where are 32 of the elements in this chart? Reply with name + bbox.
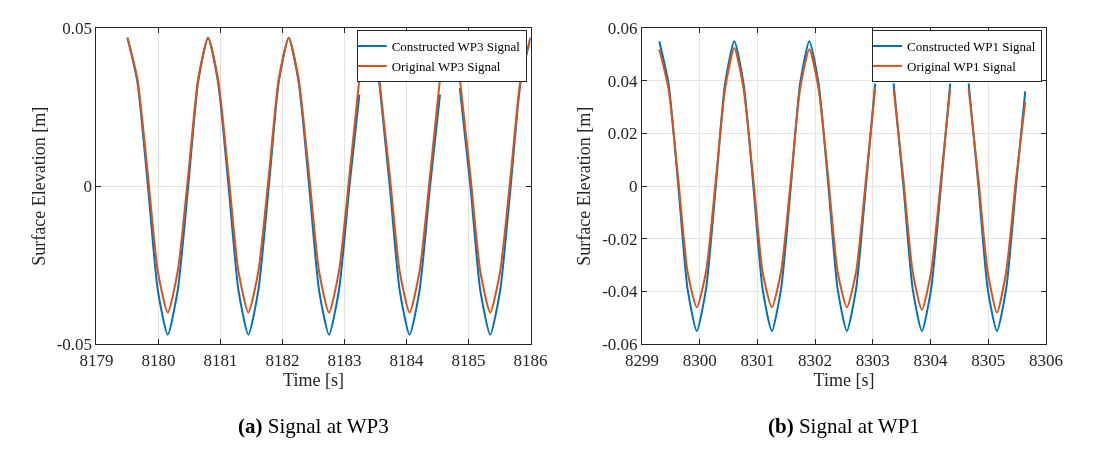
legend-label: Original WP3 Signal — [391, 58, 501, 74]
y-axis-title: Surface Elevation [m] — [28, 106, 49, 266]
y-tick-label: 0.05 — [62, 19, 93, 39]
x-tick-label: 8183 — [327, 350, 362, 370]
x-tick-label: 8302 — [798, 350, 833, 370]
x-tick-label: 8185 — [451, 350, 486, 370]
text: (b) Signal at WP1 — [768, 414, 920, 438]
x-tick-label: 8184 — [389, 350, 424, 370]
y-tick-label: -0.02 — [602, 229, 638, 249]
x-tick-label: 8301 — [740, 350, 775, 370]
x-tick-label: 8304 — [913, 350, 949, 370]
y-tick-label: 0.06 — [607, 19, 638, 39]
x-tick-label: 8303 — [855, 350, 890, 370]
legend-label: Original WP1 Signal — [907, 58, 1017, 74]
y-axis-title: Surface Elevation [m] — [574, 106, 595, 266]
x-axis-title: Time [s] — [283, 369, 344, 390]
text: (a) Signal at WP3 — [238, 414, 389, 438]
y-tick-label: 0.04 — [607, 71, 639, 91]
x-tick-label: 8180 — [141, 350, 176, 370]
legend-label: Constructed WP1 Signal — [907, 39, 1036, 55]
y-tick-label: 0 — [629, 177, 638, 197]
x-tick-label: 8186 — [513, 350, 548, 370]
legend-label: Constructed WP3 Signal — [391, 39, 521, 55]
x-tick-label: 8182 — [265, 350, 300, 370]
y-tick-label: 0.02 — [607, 124, 638, 144]
x-tick-label: 8300 — [682, 350, 717, 370]
y-tick-label: 0 — [83, 177, 93, 197]
x-tick-label: 8306 — [1028, 350, 1063, 370]
x-tick-label: 8181 — [203, 350, 238, 370]
y-tick-label: -0.04 — [602, 282, 639, 302]
x-axis-title: Time [s] — [813, 369, 875, 390]
x-tick-label: 8305 — [971, 350, 1006, 370]
